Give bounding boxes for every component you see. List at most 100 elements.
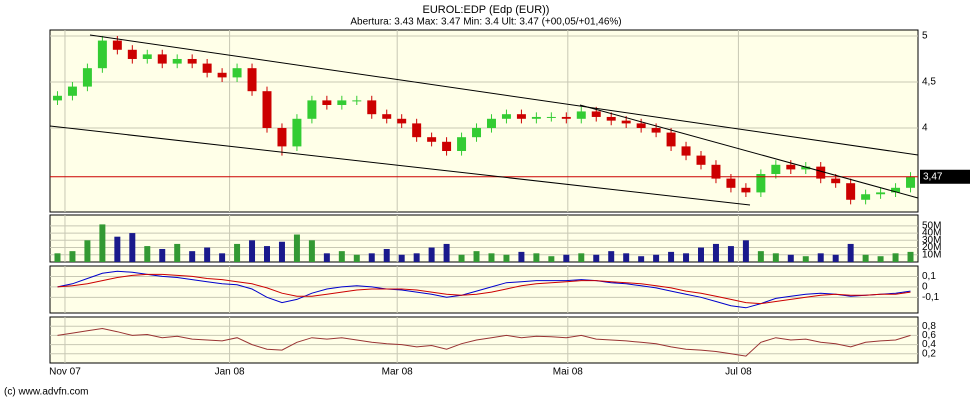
- x-tick-label: Mar 08: [382, 367, 414, 378]
- candle-body: [801, 166, 811, 170]
- y-tick-label: 40M: [922, 228, 941, 239]
- volume-bar: [54, 253, 61, 262]
- candle-body: [831, 178, 841, 184]
- candle-body: [307, 100, 317, 119]
- candle-body: [187, 58, 197, 64]
- y-tick-label: -0,1: [922, 292, 940, 303]
- candle-body: [621, 120, 631, 124]
- volume-bar: [114, 236, 121, 262]
- y-tick-label: 0,1: [922, 271, 936, 282]
- volume-bar: [159, 248, 166, 262]
- candle-body: [876, 192, 886, 195]
- candle-body: [576, 111, 586, 119]
- candle-body: [412, 123, 422, 138]
- volume-bar: [69, 251, 76, 262]
- oscillator-panel: [49, 316, 919, 364]
- y-tick-label: 5: [922, 31, 928, 42]
- volume-bar: [668, 251, 675, 262]
- volume-bar: [308, 240, 315, 262]
- candle-body: [606, 116, 616, 121]
- y-tick-label: 0,4: [922, 339, 936, 350]
- volume-bar: [892, 253, 899, 262]
- candle-body: [906, 176, 916, 188]
- volume-bar: [144, 246, 151, 262]
- y-tick-label: 0: [922, 282, 928, 293]
- candle-body: [97, 40, 107, 69]
- candle-body: [397, 118, 407, 124]
- candle-body: [651, 127, 661, 133]
- candle-body: [157, 54, 167, 64]
- volume-bar: [249, 240, 256, 262]
- volume-bar: [862, 254, 869, 262]
- volume-bar: [877, 256, 884, 262]
- candle-body: [67, 86, 77, 96]
- volume-bar: [458, 254, 465, 262]
- volume-bar: [338, 251, 345, 262]
- trend-line: [49, 125, 751, 206]
- candle-body: [486, 118, 496, 128]
- volume-bar: [712, 243, 719, 262]
- volume-bar: [832, 254, 839, 262]
- volume-bar: [533, 253, 540, 262]
- volume-bar: [907, 251, 914, 262]
- candle-body: [202, 63, 212, 73]
- volume-bar: [353, 254, 360, 262]
- volume-bar: [623, 253, 630, 262]
- candle-body: [861, 194, 871, 200]
- candle-body: [382, 114, 392, 119]
- y-tick-label: 50M: [922, 220, 941, 231]
- y-tick-label: 0,2: [922, 348, 936, 359]
- volume-bar: [787, 254, 794, 262]
- chart-subtitle: Abertura: 3.43 Max: 3.47 Min: 3.4 Ult: 3…: [350, 17, 621, 28]
- y-tick-label: 0,6: [922, 330, 936, 341]
- candle-body: [846, 183, 856, 200]
- last-price-label: 3,47: [923, 171, 943, 182]
- candle-body: [127, 49, 137, 59]
- x-tick-label: Nov 07: [49, 367, 81, 378]
- candle-body: [711, 164, 721, 179]
- candle-body: [891, 187, 901, 193]
- x-tick-label: Mai 08: [553, 367, 583, 378]
- candle-body: [322, 100, 332, 105]
- candle-body: [172, 58, 182, 64]
- volume-bar: [593, 254, 600, 262]
- candle-body: [337, 100, 347, 105]
- chart-title: EUROL:EDP (Edp (EUR)): [423, 4, 550, 16]
- x-tick-label: Jul 08: [725, 367, 752, 378]
- y-tick-label: 30M: [922, 235, 941, 246]
- volume-bar: [772, 253, 779, 262]
- x-tick-label: Jan 08: [215, 367, 245, 378]
- volume-bar: [413, 253, 420, 262]
- candle-body: [82, 68, 92, 87]
- candle-body: [756, 173, 766, 193]
- volume-bar: [293, 234, 300, 262]
- volume-bar: [443, 243, 450, 262]
- volume-bar: [608, 251, 615, 262]
- macd-line: [57, 273, 911, 305]
- candle-body: [142, 54, 152, 59]
- y-tick-label: 4: [922, 123, 928, 134]
- candle-body: [427, 137, 437, 142]
- volume-bar: [817, 253, 824, 262]
- trend-line: [579, 104, 919, 199]
- volume-bar: [727, 246, 734, 262]
- candle-body: [442, 141, 452, 151]
- volume-bar: [683, 253, 690, 262]
- candle-body: [591, 111, 601, 117]
- y-tick-label: 20M: [922, 242, 941, 253]
- volume-bar: [847, 243, 854, 262]
- volume-bar: [518, 251, 525, 262]
- volume-bar: [578, 253, 585, 262]
- price-panel: [49, 29, 919, 213]
- volume-bar: [473, 251, 480, 262]
- candle-body: [666, 132, 676, 147]
- candle-body: [292, 118, 302, 147]
- volume-bar: [219, 253, 226, 262]
- candle-body: [232, 68, 242, 78]
- candle-body: [546, 116, 556, 118]
- volume-bar: [563, 254, 570, 262]
- volume-bar: [99, 224, 106, 262]
- candle-body: [247, 68, 257, 92]
